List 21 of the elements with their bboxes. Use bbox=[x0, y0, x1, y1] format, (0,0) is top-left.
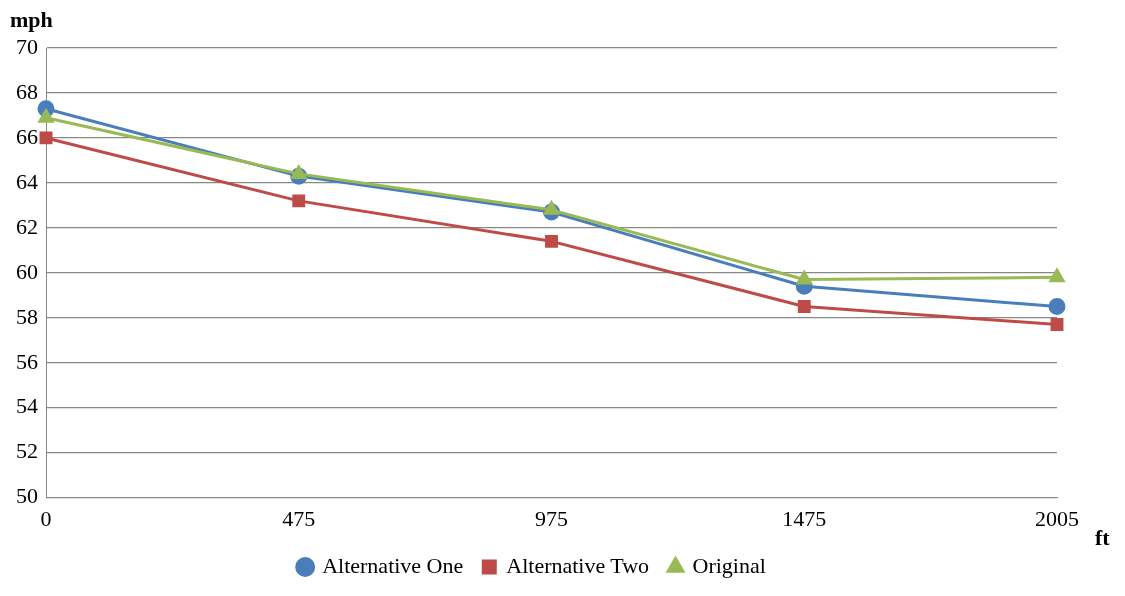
x-tick-label: 475 bbox=[282, 505, 316, 531]
legend-label: Original bbox=[692, 552, 766, 578]
y-tick-label: 70 bbox=[16, 33, 38, 59]
y-tick-label: 52 bbox=[16, 438, 38, 464]
y-tick-label: 56 bbox=[16, 348, 38, 374]
y-axis-title: mph bbox=[10, 6, 53, 32]
y-tick-label: 54 bbox=[16, 393, 38, 419]
x-tick-label: 1475 bbox=[782, 505, 827, 531]
x-tick-label: 2005 bbox=[1035, 505, 1079, 531]
y-tick-label: 68 bbox=[16, 78, 38, 104]
y-tick-label: 60 bbox=[16, 258, 38, 284]
x-tick-label: 975 bbox=[535, 505, 568, 531]
y-tick-label: 50 bbox=[16, 483, 38, 509]
legend-label: Alternative Two bbox=[506, 552, 650, 578]
y-tick-label: 64 bbox=[16, 168, 38, 194]
x-tick-label: 0 bbox=[40, 505, 52, 531]
legend-label: Alternative One bbox=[322, 552, 464, 578]
x-axis-title: ft bbox=[1095, 525, 1111, 551]
y-tick-label: 62 bbox=[16, 213, 38, 239]
y-tick-label: 58 bbox=[16, 303, 38, 329]
y-tick-label: 66 bbox=[16, 123, 38, 149]
